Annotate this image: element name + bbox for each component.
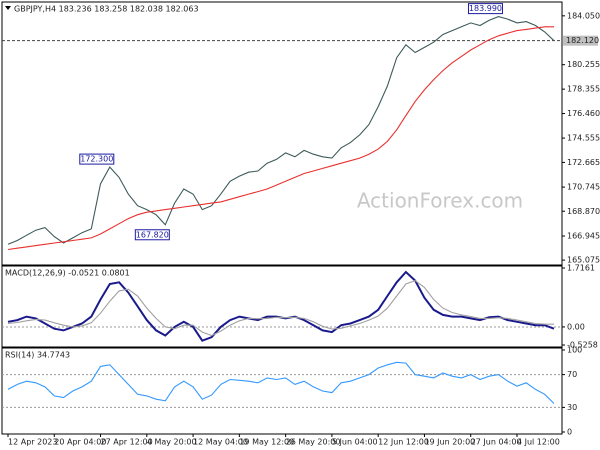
- annotation-label: 167.820: [136, 230, 169, 239]
- x-tick-label: 12 May 04:00: [193, 438, 248, 447]
- y-tick-label: 1.7161: [567, 264, 595, 273]
- y-tick-label: 170.745: [567, 183, 600, 192]
- y-tick-label: 100: [567, 346, 582, 355]
- panel-border: [1, 347, 563, 435]
- x-tick-label: 27 Apr 12:00: [101, 438, 153, 447]
- annotation-box: [79, 153, 115, 165]
- y-tick-label: 176.460: [567, 109, 600, 118]
- x-tick-label: 12 Apr 2023: [8, 438, 57, 447]
- y-tick-label: 174.555: [567, 134, 600, 143]
- y-tick-label: -0.5258: [567, 341, 598, 350]
- x-tick-label: 5 Jun 04:00: [332, 438, 378, 447]
- series-line: [7, 26, 554, 251]
- x-tick-label: 12 Jun 12:00: [378, 438, 429, 447]
- x-tick-label: 19 May 12:00: [239, 438, 294, 447]
- x-tick-label: 27 Jun 04:00: [471, 438, 522, 447]
- panel-border: [1, 265, 563, 348]
- y-tick-label: 0.00: [567, 322, 585, 331]
- x-tick-label: 26 May 20:00: [286, 438, 341, 447]
- annotation-label: 172.300: [80, 155, 113, 164]
- annotation-label: 183.990: [469, 4, 502, 13]
- panel-title: MACD(12,26,9) -0.0521 0.0801: [5, 269, 130, 278]
- y-tick-label: 172.665: [567, 158, 600, 167]
- series-line: [7, 270, 555, 342]
- title-arrow: [5, 6, 11, 10]
- panel-title: RSI(14) 34.7743: [5, 351, 70, 360]
- y-tick-label: 168.870: [567, 207, 600, 216]
- y-tick-label: 70: [567, 370, 577, 379]
- panel-title: GBPJPY,H4 183.236 183.258 182.038 182.06…: [14, 5, 199, 14]
- x-tick-label: 19 Jun 20:00: [424, 438, 475, 447]
- watermark: ActionForex.com: [357, 189, 523, 213]
- annotation-box: [134, 229, 170, 241]
- y-tick-label: 0: [567, 428, 572, 437]
- y-tick-label: 178.355: [567, 85, 600, 94]
- y-tick-label: 165.075: [567, 256, 600, 265]
- current-price-label: 182.120: [566, 36, 599, 45]
- annotation-box: [467, 3, 503, 15]
- panel-border: [1, 1, 563, 266]
- y-tick-label: 30: [567, 403, 577, 412]
- y-tick-label: 180.255: [567, 60, 600, 69]
- x-tick-label: 4 May 20:00: [147, 438, 197, 447]
- y-tick-label: 184.050: [567, 11, 600, 20]
- x-tick-label: 20 Apr 04:00: [54, 438, 106, 447]
- y-tick-label: 166.945: [567, 232, 600, 241]
- current-price-box: [563, 35, 598, 46]
- series-line: [7, 361, 555, 404]
- series-line: [7, 16, 555, 245]
- x-tick-label: 4 Jul 12:00: [517, 438, 560, 447]
- series-line: [7, 279, 554, 337]
